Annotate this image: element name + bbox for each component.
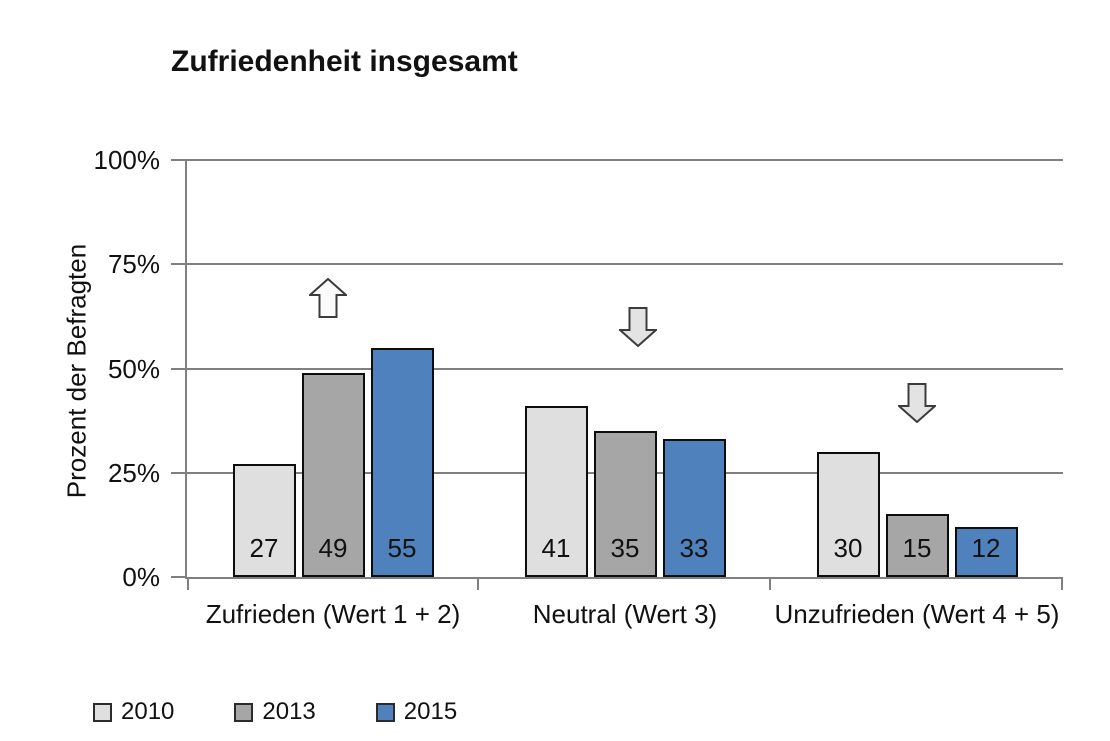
y-tick-label: 75%	[107, 249, 160, 280]
bar-group: 30 15 12	[771, 160, 1063, 577]
y-tick-label: 25%	[107, 457, 160, 488]
y-tick-mark	[171, 471, 187, 474]
bar-2010: 41	[524, 406, 588, 577]
legend-swatch	[93, 702, 112, 722]
bar-2015: 12	[954, 527, 1018, 577]
bar-value-label: 33	[679, 533, 709, 563]
legend-label: 2013	[262, 698, 316, 725]
x-tick-mark	[187, 577, 189, 590]
bar-value-label: 55	[387, 533, 417, 563]
bar-group: 27 49 55	[187, 160, 479, 577]
bar-2015: 55	[370, 348, 434, 577]
legend: 2010 2013 2015	[93, 700, 457, 724]
up-arrow-icon	[309, 278, 347, 318]
bar-2013: 49	[301, 373, 365, 577]
legend-item: 2010	[93, 700, 174, 724]
legend-swatch	[375, 702, 395, 722]
y-tick-label: 50%	[107, 353, 160, 384]
gridline	[187, 263, 1063, 266]
legend-label: 2015	[403, 698, 458, 725]
x-tick-mark	[769, 577, 771, 590]
y-tick-mark	[171, 367, 187, 370]
category-label: Neutral (Wert 3)	[532, 599, 718, 629]
category-label: Unzufrieden (Wert 4 + 5)	[774, 599, 1060, 629]
category-label: Zufrieden (Wert 1 + 2)	[205, 599, 461, 629]
legend-label: 2010	[121, 698, 175, 725]
chart-title: Zufriedenheit insgesamt	[171, 45, 518, 78]
legend-item: 2015	[375, 698, 458, 725]
bar-2010: 27	[232, 464, 296, 577]
y-tick-mark	[171, 576, 187, 578]
gridline	[187, 159, 1063, 161]
bar-2013: 15	[885, 514, 949, 577]
bar-value-label: 41	[541, 533, 571, 563]
bar-value-label: 35	[610, 533, 640, 563]
bar-value-label: 12	[971, 533, 1001, 563]
bar-value-label: 30	[833, 533, 863, 563]
bar-value-label: 15	[902, 533, 932, 563]
y-tick-mark	[171, 263, 187, 266]
bar-group: 41 35 33	[479, 160, 771, 577]
bar-value-label: 27	[249, 533, 279, 563]
x-tick-mark	[1061, 577, 1063, 590]
gridline	[187, 367, 1063, 370]
legend-swatch	[234, 702, 254, 722]
y-tick-mark	[171, 159, 187, 161]
plot-area: 0% 25% 50% 75% 100% 27 49 55 41 35 33 30 15 12 Zufri…	[94, 145, 1063, 629]
down-arrow-icon	[898, 383, 936, 423]
bar-2015: 33	[662, 439, 726, 577]
bar-2013: 35	[593, 431, 657, 577]
down-arrow-icon	[619, 307, 657, 347]
bar-value-label: 49	[318, 533, 348, 563]
legend-item: 2013	[234, 698, 316, 725]
bar-2010: 30	[816, 452, 880, 577]
y-tick-label: 0%	[122, 562, 160, 592]
x-tick-mark	[477, 577, 479, 590]
y-tick-label: 100%	[93, 145, 161, 175]
